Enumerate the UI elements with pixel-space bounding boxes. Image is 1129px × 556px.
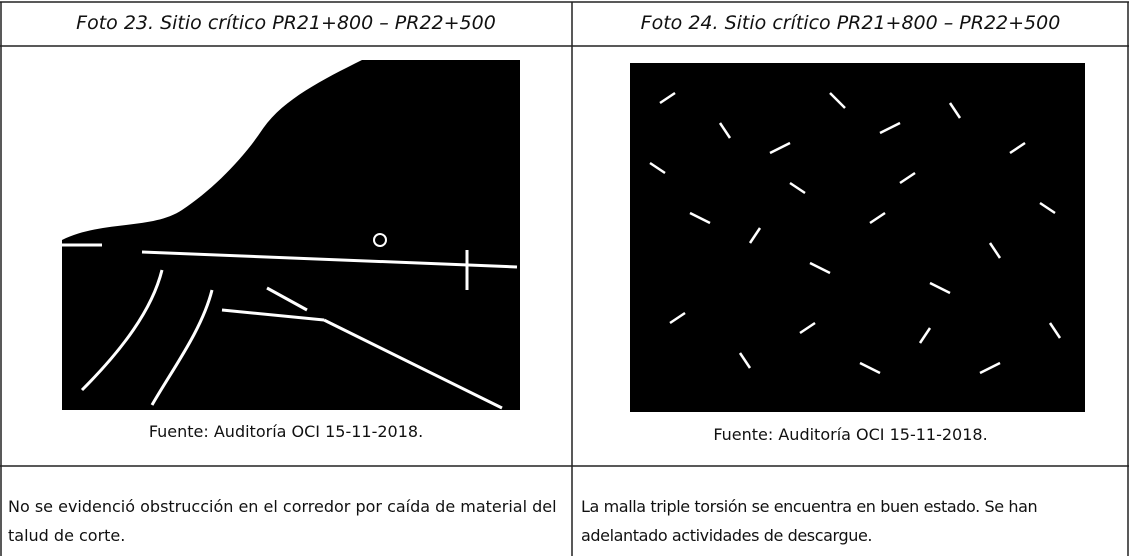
photo-title: Foto 23. Sitio crítico PR21+800 – PR22+5… (76, 12, 496, 34)
photo-source: Fuente: Auditoría OCI 15-11-2018. (713, 425, 988, 444)
photo-road (62, 60, 520, 410)
description: La malla triple torsión se encuentra en … (581, 497, 1038, 545)
description: No se evidenció obstrucción en el corred… (8, 497, 557, 545)
photo-source: Fuente: Auditoría OCI 15-11-2018. (148, 422, 424, 441)
photo-title: Foto 24. Sitio crítico PR21+800 – PR22+5… (640, 12, 1061, 34)
photo-mesh (630, 63, 1085, 412)
